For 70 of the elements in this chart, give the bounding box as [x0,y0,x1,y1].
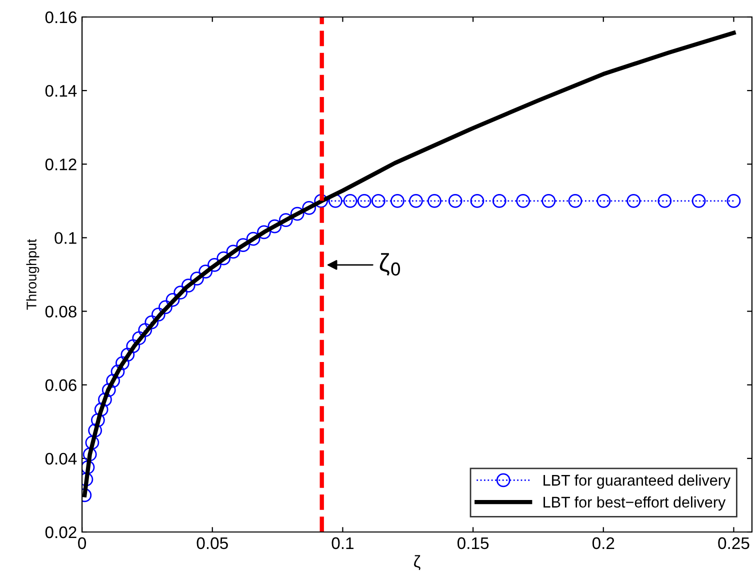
point [166,292,180,307]
y-axis-title: Throughput [26,239,40,310]
point [428,194,442,208]
point [82,447,97,462]
y-tick-label: 0.14 [45,84,77,97]
x-tick-label: 0.2 [592,537,614,550]
y-tick-label: 0.06 [45,379,76,392]
point [88,424,102,438]
point [257,225,271,240]
point [110,364,125,379]
point [190,272,204,286]
x-tick-label: 0.1 [332,537,354,550]
point [692,194,706,208]
point [470,194,484,208]
point [448,194,462,208]
point [658,194,672,208]
point [90,413,105,428]
point [726,194,741,208]
point [516,194,530,208]
point [542,194,556,208]
x-tick-label: 0.15 [457,537,489,550]
point [343,194,358,208]
point [492,194,506,208]
point [198,264,213,278]
point [409,194,423,208]
point [115,356,130,370]
y-tick-label: 0.08 [45,306,76,318]
point [390,194,404,208]
point [302,200,316,215]
point [596,194,611,208]
point [158,300,172,314]
x-tick-label: 0.05 [196,537,228,550]
point [568,194,582,208]
point [102,383,116,397]
point [151,308,166,322]
point [371,194,386,208]
point [246,232,260,246]
point [208,258,222,272]
x-axis-title: ζ [414,555,420,570]
point [82,460,95,474]
point [94,402,108,416]
point [106,374,120,388]
point [357,194,372,208]
legend-label: LBT for best−effort delivery [544,496,726,511]
point [290,206,304,221]
point [98,392,112,407]
y-tick-label: 0.1 [54,232,76,244]
y-tick-label: 0.04 [45,452,77,465]
point [132,331,146,346]
legend-label: LBT for guaranteed delivery [544,474,731,489]
point [181,278,196,292]
point [174,286,188,300]
point [626,194,641,208]
point [268,219,282,234]
y-tick-label: 0.02 [45,526,76,538]
annotation: ζ$_{0}$ [380,253,400,276]
point [138,323,152,337]
point [314,194,328,208]
x-tick-label: 0.25 [718,537,750,550]
point [278,213,293,227]
x-tick-label: 0 [78,537,86,550]
point [144,315,159,330]
point [120,348,135,362]
point [85,436,100,450]
y-tick-label: 0.16 [45,11,76,24]
y-tick-label: 0.12 [45,158,76,170]
point [126,339,140,354]
point [226,244,240,259]
point [236,238,250,252]
point [216,251,231,266]
